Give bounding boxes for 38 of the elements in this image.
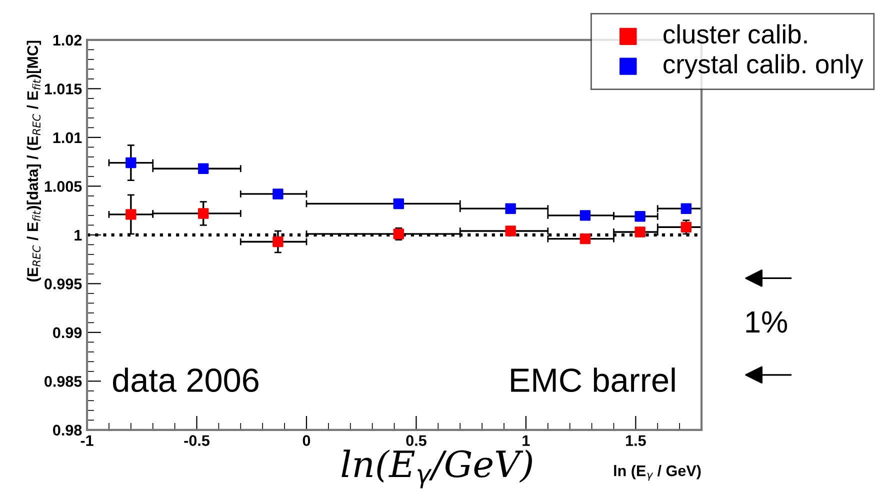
x-tick-label: -1	[80, 435, 94, 446]
annotation: data 2006	[113, 368, 258, 392]
y-tick-label: 0.985	[44, 376, 82, 387]
y-tick-label: 1	[74, 230, 82, 240]
y-tick-label: 0.98	[53, 424, 82, 436]
point	[272, 236, 284, 248]
y-tick-label: 0.99	[53, 327, 82, 338]
point	[505, 226, 516, 236]
y-tick-label: 1.02	[53, 34, 82, 46]
text: ln(E$_{γ}$/GeV)	[342, 450, 532, 488]
y-tick-label: 1.015	[44, 84, 82, 94]
point	[126, 209, 136, 220]
x-tick-label: 0.5	[406, 435, 426, 446]
x-tick-label: 1.5	[626, 435, 646, 446]
legend-label: cluster calib.	[664, 24, 807, 44]
point	[198, 208, 209, 219]
x-tick-label: 1	[522, 435, 530, 446]
x-tick-label: 0	[302, 435, 310, 446]
y-tick-label: 1.01	[53, 132, 82, 144]
point	[634, 211, 646, 222]
point	[126, 157, 136, 168]
annotation: EMC barrel	[511, 368, 675, 392]
point	[680, 222, 692, 232]
text: (E$_{REC}$ / E$_{fit}$)[data] / (E$_{REC}$ / E$_{fit}$)[MC]	[26, 40, 42, 282]
x-axis-title: ln (E$_{γ}$ / GeV)	[614, 464, 701, 481]
point	[393, 198, 404, 210]
point	[505, 203, 516, 214]
point	[580, 233, 591, 244]
x-tick-label: -0.5	[184, 435, 210, 446]
point	[272, 188, 284, 200]
y-tick-label: 0.995	[44, 278, 82, 290]
point	[634, 226, 646, 238]
legend-label: crystal calib. only	[664, 54, 864, 79]
text: 1%	[746, 311, 788, 333]
point	[198, 163, 209, 174]
point	[680, 203, 692, 214]
point	[580, 210, 591, 221]
y-tick-label: 1.005	[44, 181, 82, 192]
